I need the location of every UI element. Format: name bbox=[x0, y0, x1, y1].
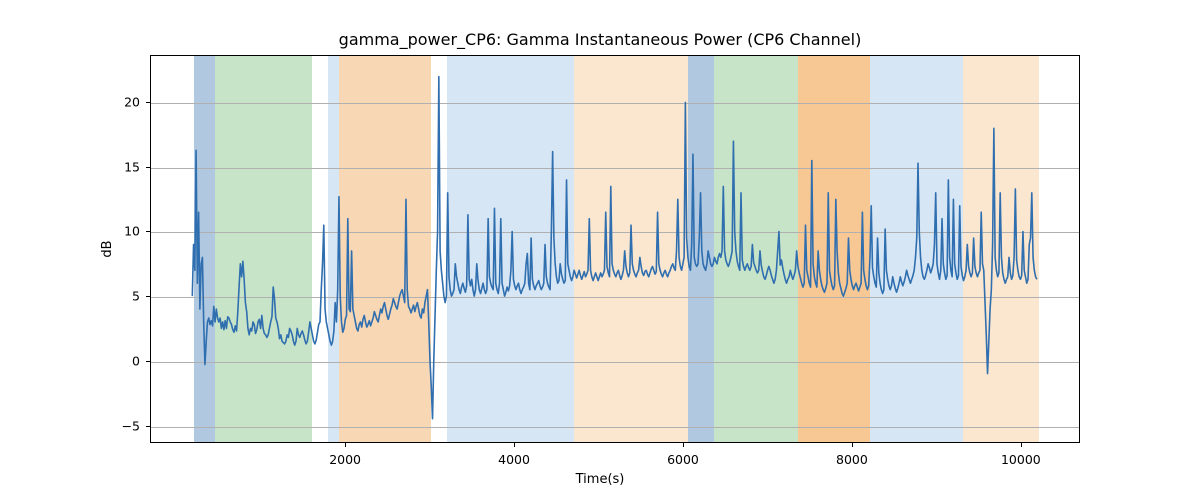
y-tick-label: 0 bbox=[132, 354, 140, 369]
x-tick-label: 8000 bbox=[836, 452, 868, 467]
x-tick-label: 10000 bbox=[1001, 452, 1041, 467]
y-axis-label: dB bbox=[100, 239, 115, 259]
x-tick-label: 4000 bbox=[498, 452, 530, 467]
y-tick-mark bbox=[146, 102, 150, 103]
chart-title: gamma_power_CP6: Gamma Instantaneous Pow… bbox=[0, 30, 1200, 49]
y-tick-mark bbox=[146, 426, 150, 427]
y-tick-mark bbox=[146, 361, 150, 362]
line-series bbox=[151, 56, 1079, 442]
y-tick-label: 15 bbox=[124, 159, 140, 174]
y-tick-label: 20 bbox=[124, 94, 140, 109]
y-tick-label: 10 bbox=[124, 224, 140, 239]
x-tick-mark bbox=[1021, 443, 1022, 447]
plot-axes bbox=[150, 55, 1080, 443]
figure: gamma_power_CP6: Gamma Instantaneous Pow… bbox=[0, 0, 1200, 500]
y-tick-mark bbox=[146, 231, 150, 232]
x-tick-mark bbox=[514, 443, 515, 447]
x-tick-mark bbox=[852, 443, 853, 447]
y-tick-label: −5 bbox=[122, 419, 140, 434]
x-tick-mark bbox=[683, 443, 684, 447]
x-tick-mark bbox=[345, 443, 346, 447]
x-tick-label: 2000 bbox=[329, 452, 361, 467]
x-tick-label: 6000 bbox=[667, 452, 699, 467]
y-tick-mark bbox=[146, 296, 150, 297]
y-tick-mark bbox=[146, 167, 150, 168]
y-tick-label: 5 bbox=[132, 289, 140, 304]
x-axis-label: Time(s) bbox=[0, 472, 1200, 487]
